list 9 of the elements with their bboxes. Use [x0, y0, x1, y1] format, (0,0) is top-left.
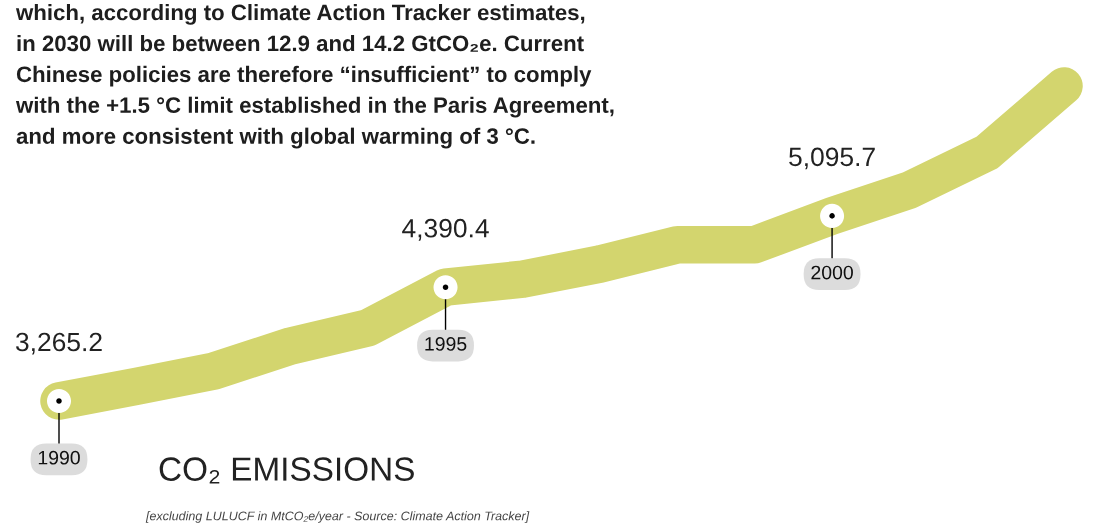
x-tick-label: 1990 [38, 450, 80, 465]
x-tick-label: 1995 [425, 336, 467, 351]
data-label: 3,265.2 [15, 332, 102, 355]
data-label: 4,390.4 [402, 218, 489, 241]
annotation: which, according to Climate Action Tracker estimates, in 2030 will be between 12.9 and 14.2 GtCO₂e. Current Chinese policies are therefore “insufficient” to comply with the +1.5 °C limit established in the Paris Agreement, and more consistent with global warming of 3 °C. [15, 4, 614, 149]
data-label: 5,095.7 [789, 147, 875, 170]
x-tick-label: 2000 [811, 265, 853, 280]
text: [excluding LULUCF in MtCO₂e/year - Source: Climate Action Tracker] [145, 511, 530, 523]
text: CO₂ EMISSIONS [159, 457, 414, 484]
